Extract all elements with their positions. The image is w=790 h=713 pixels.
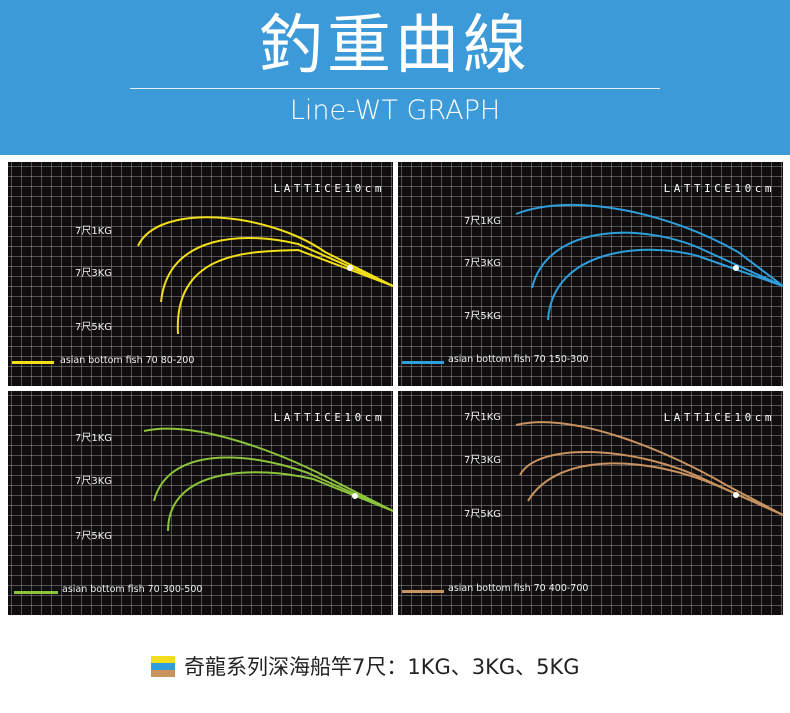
lattice-label: LATTICE10cm xyxy=(663,182,775,195)
lattice-label: LATTICE10cm xyxy=(273,182,385,195)
lattice-label: LATTICE10cm xyxy=(663,411,775,424)
curve-plot xyxy=(515,204,784,321)
curve-3kg xyxy=(160,237,394,303)
graph-panel-80-200: LATTICE10cm 7尺1KG 7尺3KG 7尺5KG asian bott… xyxy=(8,162,394,386)
legend-label: asian bottom fish 70 300-500 xyxy=(62,584,203,595)
legend-swatch xyxy=(402,590,444,593)
curve-5kg xyxy=(527,462,784,516)
weight-label-1kg: 7尺1KG xyxy=(464,216,502,227)
footer-text: 奇龍系列深海船竿7尺：1KG、3KG、5KG xyxy=(184,655,580,679)
swatch-tan xyxy=(151,670,175,677)
graph-panel-150-300: LATTICE10cm 7尺1KG 7尺3KG 7尺5KG asian bott… xyxy=(398,162,784,386)
graph-panel-300-500: LATTICE10cm 7尺1KG 7尺3KG 7尺5KG asian bott… xyxy=(8,391,394,615)
curve-1kg xyxy=(515,421,784,516)
weight-label-3kg: 7尺3KG xyxy=(464,258,502,269)
curve-5kg xyxy=(167,471,394,532)
legend-label: asian bottom fish 70 80-200 xyxy=(60,355,195,366)
tip-marker xyxy=(347,265,353,271)
curve-5kg xyxy=(176,248,394,335)
legend-label: asian bottom fish 70 150-300 xyxy=(448,354,589,365)
legend-swatch xyxy=(402,361,444,364)
weight-label-1kg: 7尺1KG xyxy=(464,412,502,423)
curve-3kg xyxy=(531,231,784,289)
weight-label-3kg: 7尺3KG xyxy=(464,455,502,466)
tip-marker xyxy=(733,265,739,271)
curve-plot xyxy=(143,427,394,532)
weight-label-1kg: 7尺1KG xyxy=(75,226,113,237)
swatch-blue xyxy=(151,663,175,670)
weight-label-3kg: 7尺3KG xyxy=(75,476,113,487)
title-divider xyxy=(130,88,660,89)
footer-caption: 奇龍系列深海船竿7尺：1KG、3KG、5KG xyxy=(0,652,790,684)
curve-plot xyxy=(515,421,784,516)
weight-label-5kg: 7尺5KG xyxy=(464,311,502,322)
weight-label-5kg: 7尺5KG xyxy=(464,509,502,520)
swatch-yellow xyxy=(151,656,175,663)
curve-plot xyxy=(137,216,394,335)
curve-3kg xyxy=(153,456,394,512)
curve-5kg xyxy=(547,248,784,321)
legend-swatch xyxy=(12,361,54,364)
weight-label-1kg: 7尺1KG xyxy=(75,433,113,444)
tip-marker xyxy=(352,493,358,499)
curve-3kg xyxy=(519,450,784,516)
color-key-swatch xyxy=(151,656,175,677)
lattice-label: LATTICE10cm xyxy=(273,411,385,424)
weight-label-5kg: 7尺5KG xyxy=(75,322,113,333)
page-subtitle: Line-WT GRAPH xyxy=(289,95,501,126)
curve-1kg xyxy=(143,427,394,512)
curve-1kg xyxy=(515,204,784,287)
page-title: 釣重曲線 xyxy=(259,9,531,83)
legend-swatch xyxy=(14,591,58,594)
weight-label-3kg: 7尺3KG xyxy=(75,268,113,279)
curve-1kg xyxy=(137,216,394,287)
legend-label: asian bottom fish 70 400-700 xyxy=(448,583,589,594)
graph-panel-400-700: LATTICE10cm 7尺1KG 7尺3KG 7尺5KG asian bott… xyxy=(398,391,784,615)
header-banner: 釣重曲線 Line-WT GRAPH xyxy=(0,0,790,155)
tip-marker xyxy=(733,492,739,498)
weight-label-5kg: 7尺5KG xyxy=(75,531,113,542)
